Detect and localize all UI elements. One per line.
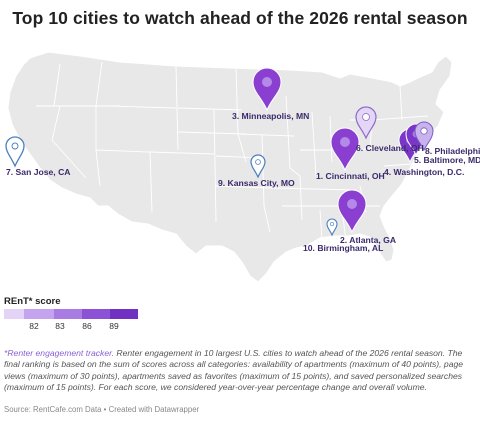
legend-ticks: 82 83 86 89: [4, 321, 138, 333]
city-label: 1. Cincinnati, OH: [316, 171, 385, 181]
map-pin-icon[interactable]: [326, 218, 338, 237]
legend-title: REnT* score: [4, 296, 61, 307]
footnote-highlight: *Renter engagement tracker.: [4, 348, 115, 358]
city-label: 4. Washington, D.C.: [384, 167, 464, 177]
legend-tick: 83: [55, 321, 65, 331]
pin-dot: [347, 199, 357, 209]
legend-color-scale: [4, 309, 138, 319]
city-markers: [5, 67, 434, 237]
map-pin-icon[interactable]: [355, 106, 377, 140]
legend-swatch: [4, 309, 24, 319]
footnote-body: Renter engagement in 10 largest U.S. cit…: [4, 348, 464, 393]
pin-dot: [420, 127, 428, 135]
city-label: 8. Philadelphia: [425, 146, 480, 156]
legend-swatch: [110, 309, 138, 319]
us-landmass: [7, 51, 453, 283]
city-label: 7. San Jose, CA: [6, 167, 70, 177]
map-pin-icon[interactable]: [337, 189, 367, 234]
legend-tick: 82: [29, 321, 39, 331]
map-pin-icon[interactable]: [250, 154, 266, 179]
pin-dot: [340, 137, 350, 147]
legend-tick: 89: [109, 321, 119, 331]
city-label: 3. Minneapolis, MN: [232, 111, 309, 121]
legend-swatch: [24, 309, 54, 319]
source-credit: Source: RentCafe.com Data • Created with…: [4, 405, 200, 414]
map-pin-icon[interactable]: [252, 67, 282, 112]
pin-dot: [362, 113, 370, 121]
map-pin-icon[interactable]: [5, 136, 25, 168]
map-pin-icon[interactable]: [330, 127, 360, 172]
city-label: 2. Atlanta, GA: [340, 235, 396, 245]
pin-dot: [11, 142, 19, 150]
pin-dot: [262, 77, 272, 87]
city-label: 5. Baltimore, MD: [414, 155, 480, 165]
legend-tick: 86: [82, 321, 92, 331]
legend-swatch: [54, 309, 82, 319]
map-pin-icon[interactable]: [414, 121, 434, 152]
city-label: 9. Kansas City, MO: [218, 178, 295, 188]
city-label: 10. Birmingham, AL: [303, 243, 383, 253]
city-labels: 3. Minneapolis, MN 1. Cincinnati, OH 2. …: [6, 111, 480, 253]
city-label: 6. Cleveland, OH: [356, 143, 424, 153]
footnote: *Renter engagement tracker. Renter engag…: [4, 348, 476, 394]
chart-title: Top 10 cities to watch ahead of the 2026…: [12, 8, 468, 28]
pin-dot: [329, 221, 335, 227]
legend-swatch: [82, 309, 110, 319]
pin-dot: [255, 159, 261, 165]
